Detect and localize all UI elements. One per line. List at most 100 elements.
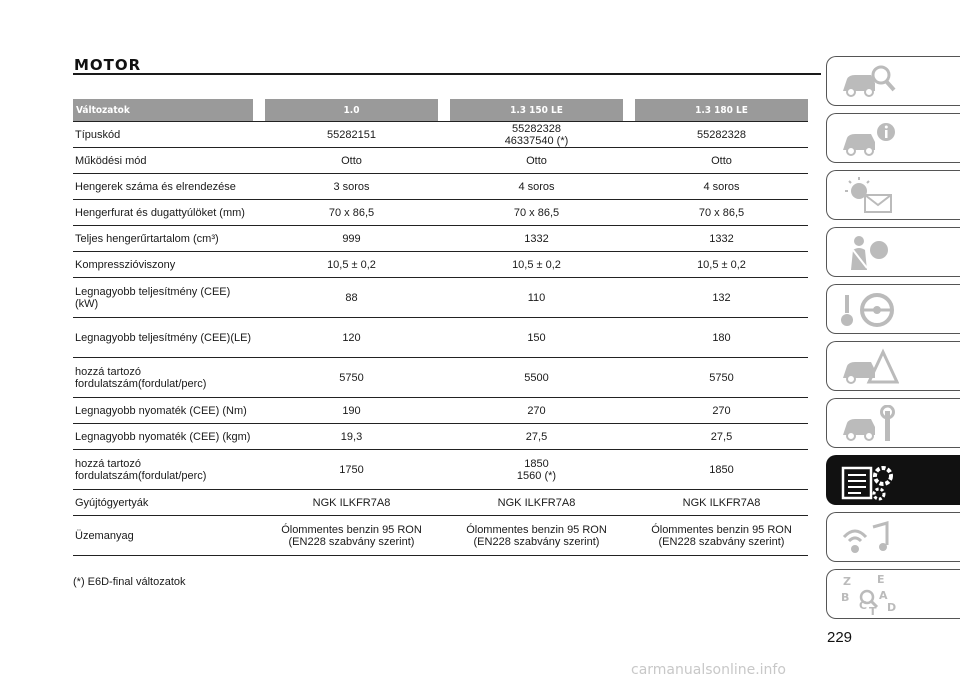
value-1-3-180: 10,5 ± 0,2: [635, 252, 808, 278]
table-row: Teljes hengerűrtartalom (cm³) 999 1332 1332: [73, 226, 808, 252]
row-label-line: (kW): [75, 297, 99, 310]
value-1-3-180-line: Ólommentes benzin 95 RON: [651, 523, 792, 536]
engine-spec-table: Változatok 1.0 1.3 150 LE 1.3 180 LE Típ…: [73, 99, 808, 556]
table-row: Legnagyobb nyomaték (CEE) (Nm) 190 270 270: [73, 398, 808, 424]
row-label: Működési mód: [73, 148, 253, 174]
index-letter: T: [869, 605, 877, 617]
value-1-3-150: 5500: [450, 358, 623, 398]
value-1-3-150-line: Otto: [526, 154, 547, 167]
row-label-line: Legnagyobb teljesítmény (CEE): [75, 331, 231, 344]
value-1-0-line: Ólommentes benzin 95 RON: [281, 523, 422, 536]
tab-emergency[interactable]: [826, 341, 960, 391]
row-label: Legnagyobb teljesítmény (CEE)(LE): [73, 318, 253, 358]
value-1-0: 120: [265, 318, 438, 358]
value-1-3-150-line: 1332: [524, 232, 549, 245]
tab-car-search[interactable]: [826, 56, 960, 106]
value-1-3-150-line: 270: [527, 404, 546, 417]
car-warning-triangle-icon: [843, 348, 899, 384]
value-1-3-150: Otto: [450, 148, 623, 174]
value-1-0: 10,5 ± 0,2: [265, 252, 438, 278]
row-label: Hengerfurat és dugattyúlöket (mm): [73, 200, 253, 226]
value-1-3-150-line: 70 x 86,5: [513, 206, 560, 219]
table-header-row: Változatok 1.0 1.3 150 LE 1.3 180 LE: [73, 99, 808, 121]
value-1-0-line: 55282151: [327, 128, 376, 141]
value-1-3-150-line: 4 soros: [518, 180, 555, 193]
tab-safety[interactable]: [826, 227, 960, 277]
value-1-3-150: Ólommentes benzin 95 RON (EN228 szabvány …: [450, 516, 623, 556]
row-label: Üzemanyag: [73, 516, 253, 556]
row-label-line: Hengerfurat és dugattyúlöket (mm): [75, 206, 245, 219]
value-1-3-180: 180: [635, 318, 808, 358]
value-1-0: 5750: [265, 358, 438, 398]
value-1-0-line: 120: [342, 331, 361, 344]
value-1-3-180-line: 1332: [709, 232, 734, 245]
value-1-3-180-line: 70 x 86,5: [698, 206, 745, 219]
value-1-3-150: 10,5 ± 0,2: [450, 252, 623, 278]
value-1-0-line: 999: [342, 232, 361, 245]
row-label-line: hozzá tartozó fordulatszám: [75, 457, 142, 482]
row-label-line: Legnagyobb teljesítmény (CEE): [75, 285, 231, 298]
header-1-3-180: 1.3 180 LE: [635, 99, 808, 121]
value-1-3-180-line: 270: [712, 404, 731, 417]
specifications-gear-icon: [841, 466, 893, 501]
value-1-3-180: Ólommentes benzin 95 RON (EN228 szabvány …: [635, 516, 808, 556]
value-1-0: 3 soros: [265, 174, 438, 200]
tab-index[interactable]: Z E B A C T D: [826, 569, 960, 619]
value-1-3-180: NGK ILKFR7A8: [635, 490, 808, 516]
value-1-3-150-line: 10,5 ± 0,2: [512, 258, 561, 271]
row-label: Legnagyobb nyomaték (CEE) (kgm): [73, 424, 253, 450]
value-1-0: Ólommentes benzin 95 RON (EN228 szabvány …: [265, 516, 438, 556]
row-label-line: Legnagyobb nyomaték (CEE) (kgm): [75, 430, 251, 443]
value-1-3-150-line: 1560 (*): [516, 469, 557, 482]
value-1-0-line: 70 x 86,5: [328, 206, 375, 219]
value-1-3-150-line: Ólommentes benzin 95 RON: [466, 523, 607, 536]
multimedia-icon: [842, 521, 889, 553]
alphabetical-index-icon: Z E B A C T D: [841, 573, 896, 617]
value-1-3-150: 110: [450, 278, 623, 318]
section-heading: MOTOR: [74, 56, 142, 74]
value-1-0-line: NGK ILKFR7A8: [312, 496, 391, 509]
row-label-line: Hengerek száma és elrendezése: [75, 180, 236, 193]
row-label-line: Működési mód: [75, 154, 147, 167]
tab-technical-data[interactable]: [826, 455, 960, 505]
index-letter: Z: [843, 575, 851, 588]
value-1-3-180-line: 180: [712, 331, 731, 344]
row-label: Teljes hengerűrtartalom (cm³): [73, 226, 253, 252]
value-1-3-180: 270: [635, 398, 808, 424]
value-1-3-150-line: 150: [527, 331, 546, 344]
value-1-3-150: 4 soros: [450, 174, 623, 200]
tab-warning-lights[interactable]: [826, 170, 960, 220]
value-1-0-line: 1750: [339, 463, 364, 476]
table-row: hozzá tartozó fordulatszám(fordulat/perc…: [73, 358, 808, 398]
value-1-0-line: 3 soros: [333, 180, 370, 193]
row-label-line: (fordulat/perc): [137, 377, 207, 390]
value-1-3-180: 1850: [635, 450, 808, 490]
value-1-3-150-line: 110: [527, 291, 546, 304]
index-letter: A: [879, 589, 888, 602]
index-letter: E: [877, 573, 885, 586]
value-1-3-150-line: (EN228 szabvány szerint): [473, 535, 600, 548]
value-1-0: 55282151: [265, 122, 438, 148]
value-1-3-180: 132: [635, 278, 808, 318]
tab-maintenance[interactable]: [826, 398, 960, 448]
car-search-icon: [843, 65, 896, 97]
row-label: hozzá tartozó fordulatszám(fordulat/perc…: [73, 450, 253, 490]
row-label-line: Gyújtógyertyák: [75, 496, 149, 509]
tab-starting-driving[interactable]: [826, 284, 960, 334]
row-label-line: (LE): [230, 331, 252, 344]
value-1-3-150: 150: [450, 318, 623, 358]
tab-car-info[interactable]: [826, 113, 960, 163]
value-1-3-150-line: 46337540 (*): [504, 134, 569, 147]
table-row: Gyújtógyertyák NGK ILKFR7A8 NGK ILKFR7A8 NG…: [73, 490, 808, 516]
row-label: Legnagyobb teljesítmény (CEE)(kW): [73, 278, 253, 318]
value-1-3-180-line: (EN228 szabvány szerint): [658, 535, 785, 548]
page-number: 229: [827, 629, 853, 646]
table-row: Legnagyobb nyomaték (CEE) (kgm) 19,3 27,5 2…: [73, 424, 808, 450]
table-row: Legnagyobb teljesítmény (CEE)(kW) 88 110 13…: [73, 278, 808, 318]
header-variants: Változatok: [73, 99, 253, 121]
value-1-0-line: 88: [345, 291, 358, 304]
value-1-3-180-line: 4 soros: [703, 180, 740, 193]
table-row: Hengerek száma és elrendezése 3 soros 4 so…: [73, 174, 808, 200]
value-1-0: 190: [265, 398, 438, 424]
tab-multimedia[interactable]: [826, 512, 960, 562]
